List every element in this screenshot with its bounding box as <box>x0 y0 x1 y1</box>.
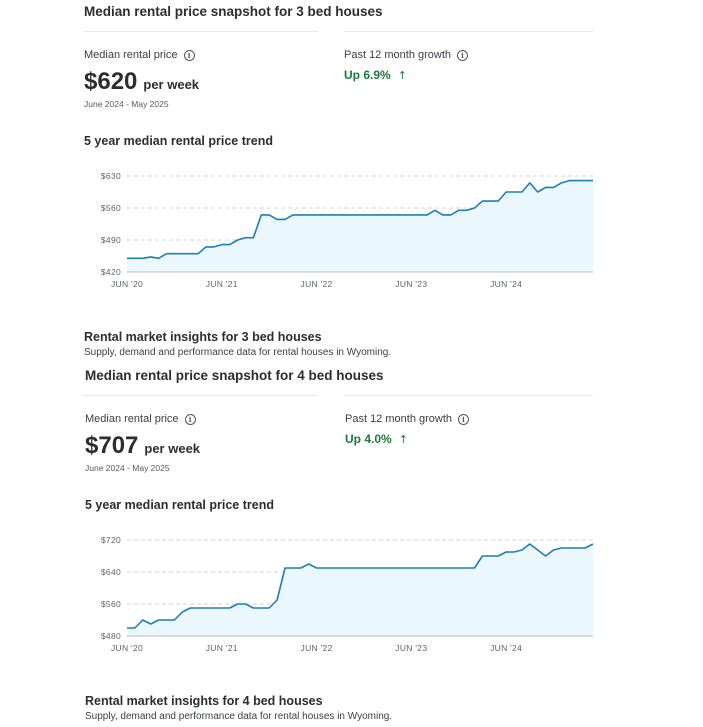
x-tick-label: JUN '22 <box>301 279 333 289</box>
info-icon[interactable]: i <box>458 413 470 425</box>
median-price-amount: $620 <box>84 68 138 95</box>
series-line <box>127 179 593 260</box>
median-price-amount: $707 <box>85 432 139 459</box>
x-tick-label: JUN '24 <box>490 279 522 289</box>
info-icon[interactable]: i <box>457 49 469 61</box>
divider <box>84 31 318 32</box>
insights-subtitle: Supply, demand and performance data for … <box>84 347 392 358</box>
y-tick-label: $480 <box>101 631 121 641</box>
x-tick-label: JUN '22 <box>301 643 333 653</box>
y-tick-label: $630 <box>101 171 121 181</box>
insights-title: Rental market insights for 4 bed houses <box>85 694 323 708</box>
median-price-unit: per week <box>143 77 200 92</box>
divider <box>344 31 593 32</box>
median-price-value: $620 per week <box>84 68 199 96</box>
series-line <box>127 543 594 629</box>
trend-title: 5 year median rental price trend <box>84 134 273 148</box>
median-price-label-text: Median rental price <box>84 49 178 61</box>
x-tick-label: JUN '23 <box>395 643 427 653</box>
x-tick-label: JUN '23 <box>395 279 427 289</box>
y-tick-label: $560 <box>101 599 121 609</box>
section-title: Median rental price snapshot for 3 bed h… <box>84 4 383 19</box>
snapshot-section-3-bed: Median rental price snapshot for 3 bed h… <box>84 4 593 358</box>
median-price-value: $707 per week <box>85 432 200 460</box>
growth-label: Past 12 month growth i <box>344 49 469 61</box>
median-price-label-text: Median rental price <box>85 413 179 425</box>
x-tick-label: JUN '20 <box>111 643 143 653</box>
growth-label-text: Past 12 month growth <box>344 49 452 61</box>
growth-value-text: Up 6.9% <box>344 68 391 82</box>
x-tick-label: JUN '20 <box>111 279 143 289</box>
median-price-unit: per week <box>144 441 201 456</box>
price-trend-chart: $720 $640 $560 $480 JUN '20 JUN '21 JUN '22 JUN… <box>101 535 594 653</box>
snapshot-section-4-bed: Median rental price snapshot for 4 bed h… <box>0 364 703 727</box>
median-price-label: Median rental price i <box>85 413 196 425</box>
x-tick-label: JUN '21 <box>206 279 238 289</box>
insights-subtitle: Supply, demand and performance data for … <box>85 711 393 722</box>
y-tick-label: $490 <box>101 235 121 245</box>
date-range: June 2024 - May 2025 <box>84 99 169 109</box>
series-area <box>127 180 593 272</box>
y-tick-label: $640 <box>101 567 121 577</box>
price-trend-chart: $630 $560 $490 $420 JUN '20 JUN '21 JUN '22 JUN… <box>101 171 593 289</box>
growth-label: Past 12 month growth i <box>345 413 470 425</box>
divider <box>84 395 318 396</box>
growth-value-text: Up 4.0% <box>345 432 392 446</box>
growth-value: Up 6.9% ↑ <box>344 68 407 82</box>
x-tick-label: JUN '21 <box>206 643 238 653</box>
info-icon[interactable]: i <box>184 413 196 425</box>
section-title: Median rental price snapshot for 4 bed h… <box>85 368 384 383</box>
median-price-label: Median rental price i <box>84 49 195 61</box>
info-icon[interactable]: i <box>183 49 195 61</box>
arrow-up-icon: ↑ <box>397 69 407 82</box>
date-range: June 2024 - May 2025 <box>85 463 170 473</box>
insights-title: Rental market insights for 3 bed houses <box>84 330 322 344</box>
x-tick-label: JUN '24 <box>490 643 522 653</box>
y-tick-label: $560 <box>101 203 121 213</box>
y-tick-label: $420 <box>101 267 121 277</box>
y-tick-label: $720 <box>101 535 121 545</box>
trend-title: 5 year median rental price trend <box>85 498 274 512</box>
growth-value: Up 4.0% ↑ <box>345 432 408 446</box>
series-area <box>127 544 593 636</box>
divider <box>344 395 593 396</box>
arrow-up-icon: ↑ <box>398 433 408 446</box>
growth-label-text: Past 12 month growth <box>345 413 453 425</box>
